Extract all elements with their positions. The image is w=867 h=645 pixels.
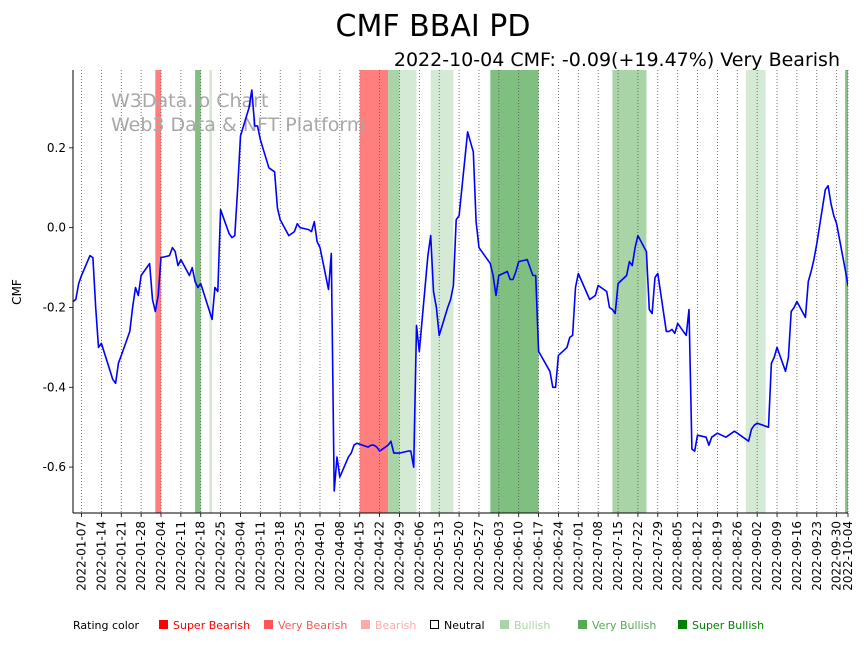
legend-title: Rating color	[73, 619, 140, 632]
x-tick-label: 2022-09-02	[750, 521, 764, 591]
rating-band-very-bullish	[845, 70, 848, 513]
y-tick-label: 0.2	[47, 141, 66, 155]
x-tick-label: 2022-04-01	[313, 521, 327, 591]
axes	[72, 70, 848, 514]
rating-band-bullish	[430, 70, 454, 513]
x-tick-label: 2022-06-10	[512, 521, 526, 591]
x-tick-label: 2022-06-24	[551, 521, 565, 591]
legend-swatch	[264, 620, 273, 629]
x-tick-label: 2022-01-07	[75, 521, 89, 591]
legend-label: Bullish	[514, 619, 550, 632]
cmf-line	[73, 89, 848, 492]
legend-label: Bearish	[375, 619, 416, 632]
legend-swatch	[500, 620, 509, 629]
x-tick-label: 2022-09-09	[770, 521, 784, 591]
x-tick-label: 2022-02-04	[154, 521, 168, 591]
x-tick-label: 2022-05-27	[472, 521, 486, 591]
x-tick-label: 2022-07-22	[631, 521, 645, 591]
cmf-series	[73, 89, 848, 492]
x-tick-label: 2022-03-04	[233, 521, 247, 591]
x-tick-label: 2022-05-20	[452, 521, 466, 591]
x-tick-label: 2022-01-21	[114, 521, 128, 591]
x-tick-label: 2022-03-18	[273, 521, 287, 591]
legend-swatch	[361, 620, 370, 629]
x-tick-label: 2022-08-26	[730, 521, 744, 591]
x-tick-label: 2022-05-06	[412, 521, 426, 591]
x-tick-label: 2022-09-23	[810, 521, 824, 591]
x-tick-label: 2022-04-08	[333, 521, 347, 591]
rating-band-bullish	[209, 70, 213, 513]
x-tick-label: 2022-10-04	[841, 521, 855, 591]
x-tick-label: 2022-07-08	[591, 521, 605, 591]
x-tick-label: 2022-08-12	[691, 521, 705, 591]
x-tick-label: 2022-09-16	[790, 521, 804, 591]
x-tick-label: 2022-01-14	[94, 521, 108, 591]
x-tick-label: 2022-04-22	[373, 521, 387, 591]
x-tick-label: 2022-03-25	[293, 521, 307, 591]
y-tick-label: -0.4	[43, 380, 66, 394]
legend-swatch	[159, 620, 168, 629]
x-tick-label: 2022-06-17	[532, 521, 546, 591]
rating-band-bullish	[399, 70, 417, 513]
legend-label: Super Bullish	[692, 619, 764, 632]
x-tick-label: 2022-06-03	[492, 521, 506, 591]
rating-band-very-bullish	[490, 70, 539, 513]
rating-band-very-bullish	[195, 70, 201, 513]
x-ticks: 2022-01-07 2022-01-14 2022-01-21 2022-01-28…	[75, 513, 855, 591]
legend-label: Very Bearish	[278, 619, 347, 632]
x-tick-label: 2022-04-15	[353, 521, 367, 591]
x-tick-label: 2022-07-01	[571, 521, 585, 591]
x-tick-label: 2022-02-11	[174, 521, 188, 591]
x-tick-label: 2022-08-19	[710, 521, 724, 591]
y-tick-label: -0.2	[43, 300, 66, 314]
rating-band-very-bullish	[388, 70, 400, 513]
chart-subtitle: 2022-10-04 CMF: -0.09(+19.47%) Very Bear…	[394, 49, 840, 71]
legend-swatch	[678, 620, 687, 629]
x-tick-label: 2022-07-29	[651, 521, 665, 591]
legend-label: Super Bearish	[173, 619, 250, 632]
x-tick-label: 2022-09-30	[830, 521, 844, 591]
legend-swatch	[430, 620, 439, 629]
rating-bands	[155, 70, 848, 513]
legend-label: Very Bullish	[592, 619, 656, 632]
x-tick-label: 2022-02-18	[194, 521, 208, 591]
y-tick-label: -0.6	[43, 460, 66, 474]
y-axis-label: CMF	[10, 279, 24, 305]
x-tick-label: 2022-02-25	[214, 521, 228, 591]
x-tick-label: 2022-08-05	[671, 521, 685, 591]
y-ticks: -0.6 -0.4 -0.2 0.0 0.2	[43, 141, 73, 474]
vertical-gridlines	[81, 70, 849, 513]
rating-band-bullish	[745, 70, 766, 513]
watermark-line-1: W3Data.io Chart	[111, 90, 268, 112]
y-tick-label: 0.0	[47, 221, 66, 235]
x-tick-label: 2022-03-11	[253, 521, 267, 591]
x-tick-label: 2022-07-15	[611, 521, 625, 591]
watermark: W3Data.io Chart Web3 Data & NFT Platform	[111, 90, 365, 136]
legend-swatch	[578, 620, 587, 629]
legend-label: Neutral	[444, 619, 485, 632]
x-tick-label: 2022-05-13	[432, 521, 446, 591]
chart-title: CMF BBAI PD	[336, 9, 531, 44]
watermark-line-2: Web3 Data & NFT Platform	[111, 114, 365, 136]
rating-band-very-bearish	[359, 70, 389, 513]
x-tick-label: 2022-01-28	[134, 521, 148, 591]
x-tick-label: 2022-04-29	[392, 521, 406, 591]
rating-legend: Rating color Super Bearish Very Bearish Be…	[73, 619, 764, 632]
